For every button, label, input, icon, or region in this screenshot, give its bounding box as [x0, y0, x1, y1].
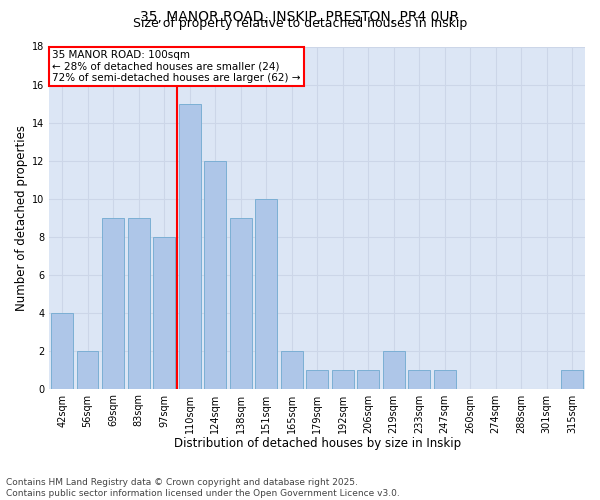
Bar: [358, 370, 379, 388]
Bar: [562, 370, 583, 388]
Text: Contains HM Land Registry data © Crown copyright and database right 2025.
Contai: Contains HM Land Registry data © Crown c…: [6, 478, 400, 498]
Text: Size of property relative to detached houses in Inskip: Size of property relative to detached ho…: [133, 18, 467, 30]
Bar: [383, 350, 404, 389]
Bar: [103, 218, 124, 388]
Bar: [409, 370, 430, 388]
Bar: [77, 350, 98, 389]
Bar: [52, 312, 73, 388]
Bar: [281, 350, 302, 389]
Bar: [154, 236, 175, 388]
Bar: [434, 370, 455, 388]
Bar: [128, 218, 149, 388]
X-axis label: Distribution of detached houses by size in Inskip: Distribution of detached houses by size …: [173, 437, 461, 450]
Text: 35, MANOR ROAD, INSKIP, PRESTON, PR4 0UR: 35, MANOR ROAD, INSKIP, PRESTON, PR4 0UR: [140, 10, 460, 24]
Bar: [205, 160, 226, 388]
Bar: [307, 370, 328, 388]
Bar: [179, 104, 200, 389]
Y-axis label: Number of detached properties: Number of detached properties: [15, 124, 28, 310]
Text: 35 MANOR ROAD: 100sqm
← 28% of detached houses are smaller (24)
72% of semi-deta: 35 MANOR ROAD: 100sqm ← 28% of detached …: [52, 50, 301, 83]
Bar: [332, 370, 353, 388]
Bar: [256, 198, 277, 388]
Bar: [230, 218, 251, 388]
